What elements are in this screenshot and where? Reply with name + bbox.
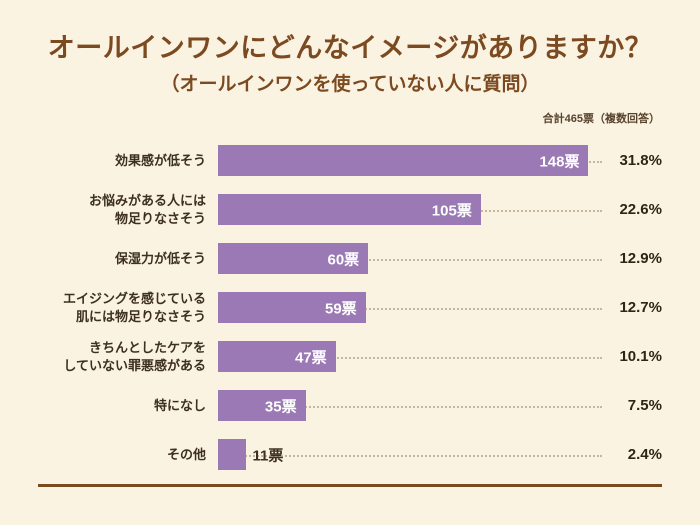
bar-value-label: 148票 [539, 153, 580, 170]
bar-row: きちんとしたケアを していない罪悪感がある 47票 10.1% [38, 332, 662, 381]
bar-track: 148票 [218, 145, 606, 176]
bar-row: その他 11票 2.4% [38, 430, 662, 479]
bar: 148票 [218, 145, 589, 176]
bar-track: 59票 [218, 292, 606, 323]
bar: 60票 [218, 243, 369, 274]
chart-title: オールインワンにどんなイメージがありますか？ [47, 33, 653, 63]
percent-label: 10.1% [619, 348, 662, 365]
percent-label: 22.6% [619, 201, 662, 218]
leader-line [218, 405, 602, 408]
bar-row: 特になし 35票 7.5% [38, 381, 662, 430]
bar-track: 105票 [218, 194, 606, 225]
bar: 105票 [218, 194, 481, 225]
bar-row: エイジングを感じている 肌には物足りなさそう 59票 12.7% [38, 283, 662, 332]
leader-line [218, 454, 602, 457]
category-label: 特になし [153, 397, 206, 413]
bar: 47票 [218, 341, 336, 372]
bar-chart: 効果感が低そう 148票 31.8% お悩みがある人には 物足りなさそう 105… [38, 136, 662, 487]
bar: 35票 [218, 390, 306, 421]
percent-label: 31.8% [619, 152, 662, 169]
percent-label: 2.4% [627, 446, 662, 463]
total-votes-note: 合計465票（複数回答） [542, 113, 660, 125]
bar-value-label: 35票 [264, 398, 297, 415]
leader-line [218, 258, 602, 261]
bar-value-label: 47票 [294, 349, 327, 366]
bar-row: 保湿力が低そう 60票 12.9% [38, 234, 662, 283]
category-label: エイジングを感じている 肌には物足りなさそう [62, 290, 206, 324]
bar-track: 35票 [218, 390, 606, 421]
bar: 59票 [218, 292, 366, 323]
category-label: 保湿力が低そう [114, 250, 206, 266]
bar-track: 11票 [218, 439, 606, 470]
bar: 11票 [218, 439, 283, 470]
percent-label: 7.5% [627, 397, 662, 414]
category-label: その他 [166, 446, 206, 462]
bar-value-label: 60票 [327, 251, 360, 268]
leader-line [218, 307, 602, 310]
category-label: お悩みがある人には 物足りなさそう [88, 192, 206, 226]
percent-label: 12.7% [619, 299, 662, 316]
bar-row: 効果感が低そう 148票 31.8% [38, 136, 662, 185]
bar-row: お悩みがある人には 物足りなさそう 105票 22.6% [38, 185, 662, 234]
leader-line [218, 356, 602, 359]
bar-value-label: 59票 [325, 300, 357, 317]
category-label: きちんとしたケアを していない罪悪感がある [63, 339, 206, 373]
bar-value-label: 105票 [431, 202, 472, 219]
percent-label: 12.9% [619, 250, 662, 267]
x-axis-baseline [38, 484, 662, 487]
bar-track: 47票 [218, 341, 606, 372]
chart-subtitle: （オールインワンを使っていない人に質問） [160, 74, 540, 95]
bar-value-label: 11票 [252, 447, 284, 464]
bar-track: 60票 [218, 243, 606, 274]
category-label: 効果感が低そう [114, 152, 206, 168]
